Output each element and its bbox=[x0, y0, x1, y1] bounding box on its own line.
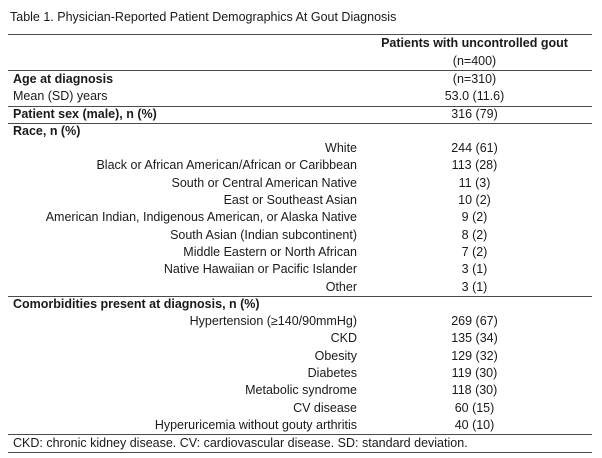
row-value: 60 (15) bbox=[454, 400, 495, 415]
row-label: Metabolic syndrome bbox=[245, 383, 357, 398]
table-row: South Asian (Indian subcontinent) 8 (2) bbox=[8, 227, 592, 244]
row-label: Mean (SD) years bbox=[13, 89, 108, 104]
table-row: Metabolic syndrome 118 (30) bbox=[8, 382, 592, 399]
table-row: Race, n (%) bbox=[8, 122, 592, 140]
row-label: Patient sex (male), n (%) bbox=[13, 107, 157, 122]
table-row: CV disease 60 (15) bbox=[8, 400, 592, 417]
row-value: 316 (79) bbox=[451, 107, 498, 122]
table-row: CKD 135 (34) bbox=[8, 330, 592, 347]
table-figure: Table 1. Physician-Reported Patient Demo… bbox=[0, 9, 602, 458]
table-row: Obesity 129 (32) bbox=[8, 348, 592, 365]
row-value: 3 (1) bbox=[461, 262, 488, 277]
row-value: 244 (61) bbox=[451, 141, 498, 156]
table-row: White 244 (61) bbox=[8, 140, 592, 157]
row-label: CV disease bbox=[293, 400, 357, 415]
table-row: East or Southeast Asian 10 (2) bbox=[8, 192, 592, 209]
table-row: Patient sex (male), n (%) 316 (79) bbox=[8, 105, 592, 123]
row-value: 135 (34) bbox=[451, 331, 498, 346]
row-label: Age at diagnosis bbox=[13, 72, 114, 86]
table-row: Black or African American/African or Car… bbox=[8, 157, 592, 174]
table-row: Hypertension (≥140/90mmHg) 269 (67) bbox=[8, 313, 592, 330]
row-value: 129 (32) bbox=[451, 348, 498, 363]
row-label: Comorbidities present at diagnosis, n (%… bbox=[13, 297, 260, 312]
table-row: Hyperuricemia without gouty arthritis 40 … bbox=[8, 417, 592, 434]
table-row: American Indian, Indigenous American, or… bbox=[8, 209, 592, 226]
table-row: Diabetes 119 (30) bbox=[8, 365, 592, 382]
table-row: Age at diagnosis (n=310) bbox=[8, 71, 592, 88]
table-title: Table 1. Physician-Reported Patient Demo… bbox=[10, 10, 397, 24]
row-label: Obesity bbox=[314, 348, 357, 363]
row-value: 119 (30) bbox=[451, 366, 498, 381]
row-value: 53.0 (11.6) bbox=[444, 89, 505, 104]
row-label: American Indian, Indigenous American, or… bbox=[45, 210, 357, 225]
row-value: 113 (28) bbox=[451, 158, 498, 173]
table-footnote: CKD: chronic kidney disease. CV: cardiov… bbox=[8, 434, 592, 453]
table-header: Patients with uncontrolled gout (n=400) bbox=[8, 35, 592, 71]
row-label: East or Southeast Asian bbox=[223, 193, 357, 208]
header-row-n: (n=400) bbox=[8, 53, 592, 71]
row-label: Race, n (%) bbox=[13, 124, 81, 139]
row-label: Other bbox=[325, 279, 357, 294]
row-value: 118 (30) bbox=[451, 383, 498, 398]
column-header-patients: Patients with uncontrolled gout bbox=[381, 36, 568, 50]
row-value: (n=310) bbox=[452, 72, 497, 86]
row-label: Native Hawaiian or Pacific Islander bbox=[163, 262, 357, 277]
demographics-table: Patients with uncontrolled gout (n=400) … bbox=[8, 34, 592, 453]
row-label: Middle Eastern or North African bbox=[183, 244, 357, 259]
row-label: Hypertension (≥140/90mmHg) bbox=[189, 314, 357, 329]
row-label: Hyperuricemia without gouty arthritis bbox=[154, 417, 357, 432]
table-row: Middle Eastern or North African 7 (2) bbox=[8, 244, 592, 261]
row-value: 269 (67) bbox=[451, 314, 498, 329]
row-label: South or Central American Native bbox=[171, 175, 357, 190]
table-row: South or Central American Native 11 (3) bbox=[8, 175, 592, 192]
row-label: South Asian (Indian subcontinent) bbox=[170, 227, 357, 242]
row-value: 9 (2) bbox=[461, 210, 488, 225]
row-value: 10 (2) bbox=[458, 193, 491, 208]
row-label: Diabetes bbox=[307, 366, 357, 381]
row-label: White bbox=[325, 141, 357, 156]
table-body: Age at diagnosis (n=310) Mean (SD) years 53… bbox=[8, 71, 592, 434]
table-row: Mean (SD) years 53.0 (11.6) bbox=[8, 88, 592, 105]
row-label: Black or African American/African or Car… bbox=[96, 158, 357, 173]
row-value: 40 (10) bbox=[454, 417, 495, 432]
row-label: CKD bbox=[330, 331, 357, 346]
column-header-n: (n=400) bbox=[452, 53, 497, 68]
row-value: 8 (2) bbox=[461, 227, 488, 242]
row-value: 3 (1) bbox=[461, 279, 488, 294]
table-row: Other 3 (1) bbox=[8, 279, 592, 296]
header-row: Patients with uncontrolled gout bbox=[8, 35, 592, 53]
table-row: Native Hawaiian or Pacific Islander 3 (1) bbox=[8, 261, 592, 278]
row-value: 7 (2) bbox=[461, 244, 488, 259]
row-value: 11 (3) bbox=[458, 175, 491, 190]
table-row: Comorbidities present at diagnosis, n (%… bbox=[8, 295, 592, 313]
